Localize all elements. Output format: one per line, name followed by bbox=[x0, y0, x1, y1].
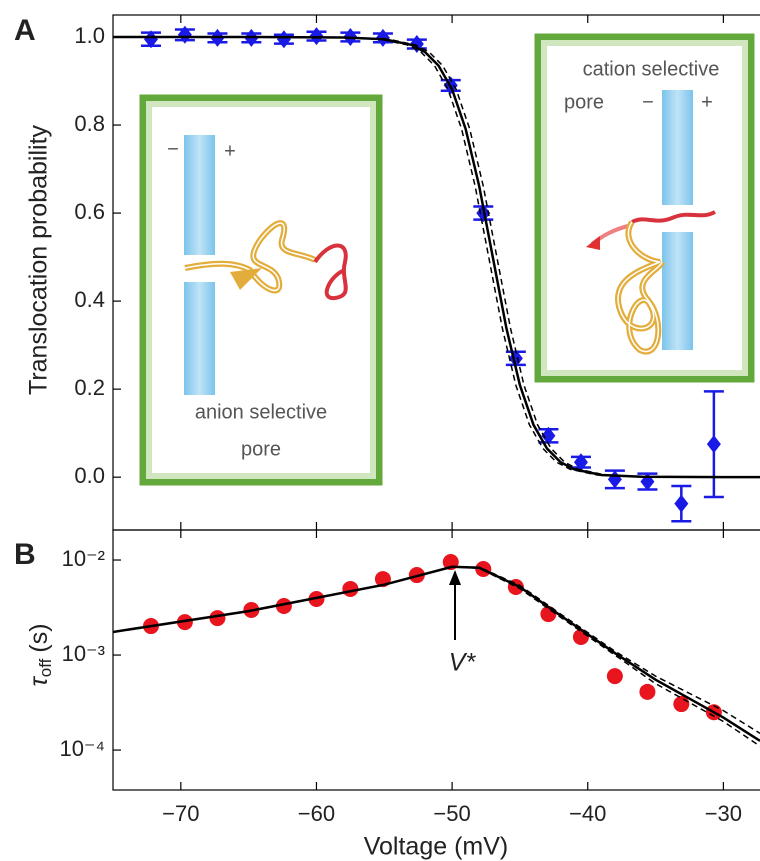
y-label-subscript: off bbox=[36, 658, 55, 677]
data-point bbox=[573, 453, 588, 472]
data-point bbox=[674, 494, 689, 513]
x-tick-label: −70 bbox=[162, 801, 199, 826]
y-tick-label: 0.8 bbox=[74, 111, 105, 136]
panel-letter: B bbox=[14, 538, 36, 571]
inset-glow bbox=[541, 40, 748, 376]
inset-label: cation selective bbox=[583, 58, 720, 80]
panel-letter: A bbox=[14, 14, 36, 47]
inset-frame bbox=[534, 33, 755, 383]
x-tick-label: −50 bbox=[433, 801, 470, 826]
y-axis-label: Translocation probability bbox=[25, 124, 53, 395]
x-axis-label: Voltage (mV) bbox=[364, 833, 509, 861]
inset-glow bbox=[146, 101, 376, 479]
y-label-unit: (s) bbox=[25, 623, 53, 652]
inset-cation: cation selective pore − + bbox=[534, 33, 755, 383]
inset-anion: − + anion selective pore bbox=[139, 94, 383, 486]
annotation: V* bbox=[449, 649, 477, 677]
membrane bbox=[184, 135, 215, 255]
data-point bbox=[143, 30, 158, 49]
fit-bound bbox=[113, 36, 760, 478]
y-tick-label: 0.2 bbox=[74, 375, 105, 400]
x-tick-label: −60 bbox=[298, 801, 335, 826]
y-tick-label: 0.4 bbox=[74, 287, 105, 312]
y-axis-label: τoff (s) bbox=[25, 623, 56, 686]
fit-bound bbox=[452, 565, 760, 747]
annotation-arrow-head bbox=[449, 570, 461, 585]
membrane bbox=[662, 232, 693, 350]
data-point bbox=[209, 610, 226, 627]
data-point bbox=[706, 435, 721, 454]
y-label-symbol: τ bbox=[25, 676, 53, 687]
data-point bbox=[640, 472, 655, 491]
data-point bbox=[541, 426, 556, 445]
plot-frame bbox=[112, 529, 760, 791]
strand-core bbox=[617, 221, 663, 353]
membrane bbox=[662, 90, 693, 205]
plus-sign: + bbox=[224, 140, 236, 162]
data-point bbox=[177, 25, 192, 44]
data-point bbox=[275, 598, 292, 615]
inset-frame bbox=[139, 94, 383, 486]
arrow-head bbox=[230, 268, 262, 290]
fit-bound bbox=[452, 565, 760, 734]
red-segment bbox=[313, 243, 348, 300]
data-point bbox=[606, 668, 623, 685]
membrane bbox=[184, 282, 215, 395]
data-point bbox=[375, 28, 390, 47]
plot-layer: 0.0 0.2 0.4 0.6 0.8 1.0 10⁻⁴ 10⁻³ 10⁻² −70 −60 −50 −… bbox=[59, 14, 760, 826]
inset-label: pore bbox=[241, 438, 281, 460]
red-segment bbox=[631, 210, 716, 224]
data-point bbox=[639, 683, 656, 700]
y-tick-label: 10⁻⁴ bbox=[59, 736, 105, 761]
y-tick-label: 10⁻³ bbox=[62, 641, 105, 666]
minus-sign: − bbox=[642, 91, 654, 113]
fit-line bbox=[112, 565, 760, 742]
plus-sign: + bbox=[701, 91, 713, 113]
minus-sign: − bbox=[167, 138, 179, 160]
y-tick-label: 0.6 bbox=[74, 199, 105, 224]
y-tick-label: 10⁻² bbox=[62, 546, 105, 571]
y-tick-label: 0.0 bbox=[74, 463, 105, 488]
arrow-head bbox=[586, 236, 600, 250]
data-point bbox=[607, 470, 622, 489]
data-point bbox=[276, 30, 291, 49]
fit-bound bbox=[113, 36, 760, 478]
x-tick-label: −30 bbox=[705, 801, 742, 826]
x-tick-label: −40 bbox=[569, 801, 606, 826]
fit-line bbox=[113, 35, 760, 479]
strand-core bbox=[184, 222, 316, 292]
y-tick-label: 1.0 bbox=[74, 23, 105, 48]
inset-label: anion selective bbox=[195, 401, 327, 423]
inset-label: pore bbox=[564, 91, 604, 113]
